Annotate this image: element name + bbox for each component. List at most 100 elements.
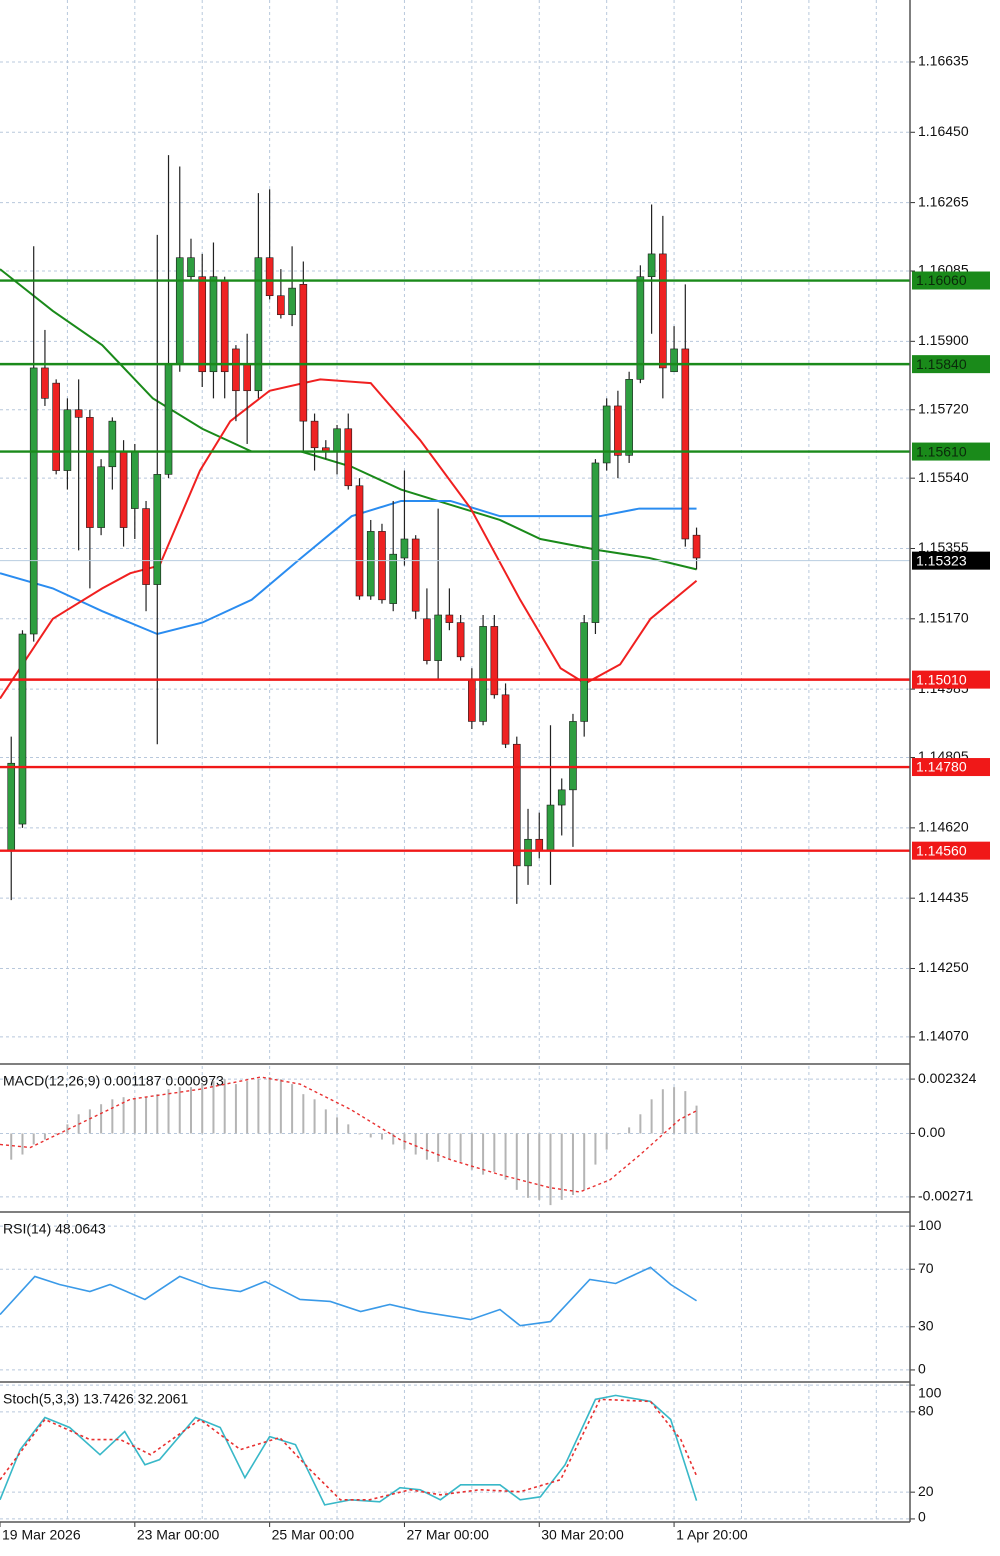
y-tick-label: 1.16265 <box>918 193 969 209</box>
level-box <box>912 758 990 777</box>
x-tick-label: 23 Mar 00:00 <box>137 1527 220 1543</box>
candle-body <box>277 295 285 316</box>
candle-body <box>681 348 690 540</box>
candle-body <box>512 743 521 867</box>
candle-body <box>18 633 27 825</box>
candle-body <box>692 534 701 559</box>
candle-body <box>546 804 555 851</box>
candle-body <box>63 409 72 471</box>
indicator-line <box>0 1398 698 1501</box>
level-box <box>912 670 990 689</box>
y-tick-label: 100 <box>918 1385 942 1401</box>
candle-body <box>265 257 274 297</box>
y-tick-label: 1.14435 <box>918 889 969 905</box>
candle-body <box>299 284 308 422</box>
candle-body <box>198 276 207 373</box>
level-label: 1.14780 <box>916 759 967 775</box>
candle-body <box>310 420 319 449</box>
level-box <box>912 442 990 461</box>
last-price-label: 1.15323 <box>916 552 967 568</box>
candle-body <box>445 614 454 623</box>
candle-body <box>333 428 341 452</box>
candle-body <box>591 462 600 623</box>
level-label: 1.15010 <box>916 671 967 687</box>
y-tick-label: 100 <box>918 1217 942 1233</box>
y-tick-label: 1.15170 <box>918 610 969 626</box>
level-label: 1.16060 <box>916 272 967 288</box>
y-tick-label: 0 <box>918 1509 926 1525</box>
candle-body <box>670 348 678 373</box>
last-price-box <box>912 551 990 570</box>
candle-body <box>175 257 184 365</box>
candle-body <box>569 721 577 791</box>
level-box <box>912 271 990 290</box>
x-tick-label: 25 Mar 00:00 <box>272 1527 355 1543</box>
candle-body <box>29 367 38 635</box>
indicator-line <box>0 1266 697 1327</box>
candle-body <box>108 420 117 468</box>
candle-body <box>86 417 94 528</box>
y-tick-label: 20 <box>918 1483 934 1499</box>
candle-body <box>119 451 128 528</box>
candle-body <box>524 838 532 867</box>
candle-body <box>602 405 611 464</box>
candle-body <box>254 257 263 392</box>
candle-body <box>456 622 465 658</box>
indicator-title: RSI(14) 48.0643 <box>3 1221 106 1237</box>
y-tick-label: 80 <box>918 1403 934 1419</box>
level-box <box>912 841 990 860</box>
candle-body <box>52 382 60 471</box>
y-tick-label: 1.15900 <box>918 332 969 348</box>
y-tick-label: 0.00 <box>918 1124 945 1140</box>
candle-body <box>400 538 409 559</box>
y-tick-label: 1.15720 <box>918 400 969 416</box>
y-tick-label: 1.14620 <box>918 819 969 835</box>
level-label: 1.15840 <box>916 356 967 372</box>
indicator-line <box>0 1076 697 1193</box>
indicator-line <box>0 499 697 636</box>
y-tick-label: 30 <box>918 1317 934 1333</box>
candle-body <box>232 348 240 392</box>
y-tick-label: 1.16450 <box>918 123 969 139</box>
candle-body <box>535 838 544 851</box>
candle-body <box>423 618 431 661</box>
y-tick-label: 1.14250 <box>918 959 969 975</box>
y-tick-label: 1.15355 <box>918 539 969 555</box>
x-tick-label: 27 Mar 00:00 <box>406 1527 489 1543</box>
candle-body <box>378 531 386 601</box>
candle-body <box>479 626 487 722</box>
candle-body <box>288 287 296 316</box>
candle-body <box>468 679 476 722</box>
candle-body <box>501 694 510 745</box>
indicator-title: MACD(12,26,9) 0.001187 0.000973 <box>3 1073 224 1089</box>
y-tick-label: 0 <box>918 1361 926 1377</box>
candle-body <box>389 553 398 604</box>
y-tick-label: 70 <box>918 1260 934 1276</box>
candle-body <box>490 626 499 696</box>
indicator-title: Stoch(5,3,3) 13.7426 32.2061 <box>3 1391 188 1407</box>
y-tick-label: 1.14070 <box>918 1028 969 1044</box>
candle-body <box>209 276 218 373</box>
candle-body <box>344 428 353 487</box>
level-label: 1.15610 <box>916 443 967 459</box>
candle-body <box>659 253 667 369</box>
candle-body <box>614 405 622 456</box>
candle-body <box>97 466 105 528</box>
x-tick-label: 19 Mar 2026 <box>2 1527 81 1543</box>
y-tick-label: 0.002324 <box>918 1070 977 1086</box>
candle-body <box>647 253 656 278</box>
y-tick-label: 1.15540 <box>918 469 969 485</box>
candle-body <box>164 363 173 475</box>
candle-body <box>355 485 364 597</box>
candle-body <box>366 531 375 597</box>
candle-body <box>131 451 139 509</box>
candle-body <box>74 409 83 418</box>
level-label: 1.14560 <box>916 842 967 858</box>
candle-body <box>580 622 588 722</box>
candle-body <box>220 280 229 373</box>
candle-body <box>636 276 645 380</box>
y-tick-label: 1.16635 <box>918 53 969 69</box>
